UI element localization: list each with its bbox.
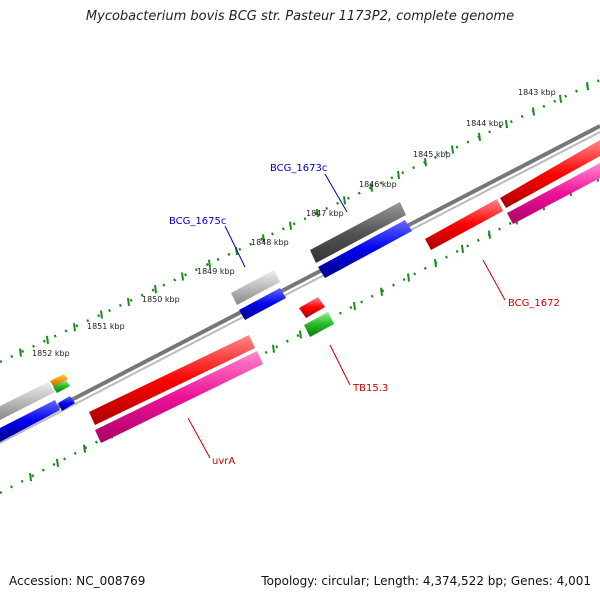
kbp-tick — [559, 94, 562, 103]
kbp-label: 1843 kbp — [518, 88, 556, 97]
kbp-scale: 1843 kbp 1844 kbp 1845 kbp 1846 kbp 1847… — [32, 88, 556, 358]
blue-feature-small — [58, 396, 75, 411]
kbp-label: 1850 kbp — [142, 295, 180, 304]
red-feature-forward — [89, 335, 255, 425]
red-feature-tb15 — [299, 297, 325, 318]
kbp-label: 1844 kbp — [466, 119, 504, 128]
kbp-tick — [19, 348, 22, 357]
dark-gray-feature-1847 — [310, 202, 406, 263]
kbp-tick — [29, 473, 32, 482]
kbp-label: 1846 kbp — [359, 180, 397, 189]
kbp-label: 1847 kbp — [306, 209, 344, 218]
accession-text: Accession: NC_008769 — [9, 574, 146, 588]
red-feature-right — [500, 140, 600, 208]
gray-feature-1849 — [231, 270, 280, 305]
kbp-tick — [316, 208, 319, 218]
kbp-label: 1852 kbp — [32, 349, 70, 358]
label-leader-uvra — [187, 417, 211, 459]
genome-backbone — [0, 124, 600, 439]
inner-tick-track — [0, 174, 600, 495]
kbp-tick — [289, 221, 292, 230]
kbp-tick — [353, 301, 356, 311]
kbp-tick — [370, 183, 373, 192]
gene-label-bcg1672[interactable]: BCG_1672 — [508, 298, 560, 309]
kbp-tick — [272, 344, 275, 353]
orange-feature — [50, 374, 68, 387]
gene-label-uvra[interactable]: uvrA — [212, 456, 235, 467]
kbp-tick — [208, 259, 211, 268]
genome-backbone-shadow — [0, 131, 600, 444]
kbp-tick — [407, 273, 410, 282]
kbp-tick — [46, 335, 49, 345]
blue-feature-left — [0, 400, 60, 442]
label-leader-bcg1673c — [324, 173, 348, 213]
blue-feature-1847 — [318, 220, 412, 278]
kbp-label: 1851 kbp — [87, 322, 125, 331]
label-leader-bcg1675c — [224, 225, 246, 268]
genome-summary-text: Topology: circular; Length: 4,374,522 bp… — [261, 574, 591, 588]
green-feature-tb15 — [304, 312, 334, 337]
kbp-tick — [299, 330, 302, 339]
blue-feature-1849 — [239, 288, 286, 320]
kbp-tick — [488, 230, 491, 239]
gene-label-tb15[interactable]: TB15.3 — [352, 383, 388, 394]
gene-label-bcg1675c[interactable]: BCG_1675c — [169, 216, 226, 227]
label-leader-bcg1672 — [482, 259, 506, 301]
pink-feature-right — [507, 163, 600, 224]
kbp-tick — [56, 458, 59, 468]
kbp-label: 1848 kbp — [251, 238, 289, 247]
kbp-tick — [127, 297, 130, 306]
kbp-tick — [154, 285, 157, 294]
kbp-tick — [461, 244, 464, 254]
kbp-tick — [380, 287, 383, 296]
kbp-tick — [505, 120, 508, 129]
kbp-tick — [532, 107, 535, 116]
genome-title: Mycobacterium bovis BCG str. Pasteur 117… — [85, 9, 515, 24]
kbp-tick — [424, 158, 427, 167]
kbp-tick — [343, 196, 346, 205]
kbp-tick — [262, 234, 265, 243]
kbp-tick — [83, 444, 86, 453]
kbp-tick — [434, 259, 437, 268]
kbp-tick — [397, 170, 400, 180]
pink-feature-uvra — [95, 351, 263, 443]
label-leader-tb15 — [329, 344, 351, 386]
gray-feature-left — [0, 382, 55, 420]
kbp-tick — [100, 310, 103, 319]
red-feature-bcg1672 — [425, 199, 503, 250]
gene-label-bcg1673c[interactable]: BCG_1673c — [270, 163, 327, 174]
kbp-tick — [478, 132, 481, 141]
kbp-label: 1849 kbp — [197, 267, 235, 276]
kbp-tick — [586, 81, 589, 91]
kbp-tick — [181, 272, 184, 281]
kbp-tick — [73, 323, 76, 332]
outer-tick-track — [0, 78, 600, 364]
kbp-label: 1845 kbp — [413, 150, 451, 159]
green-feature-small — [53, 380, 70, 393]
kbp-tick — [451, 145, 454, 154]
